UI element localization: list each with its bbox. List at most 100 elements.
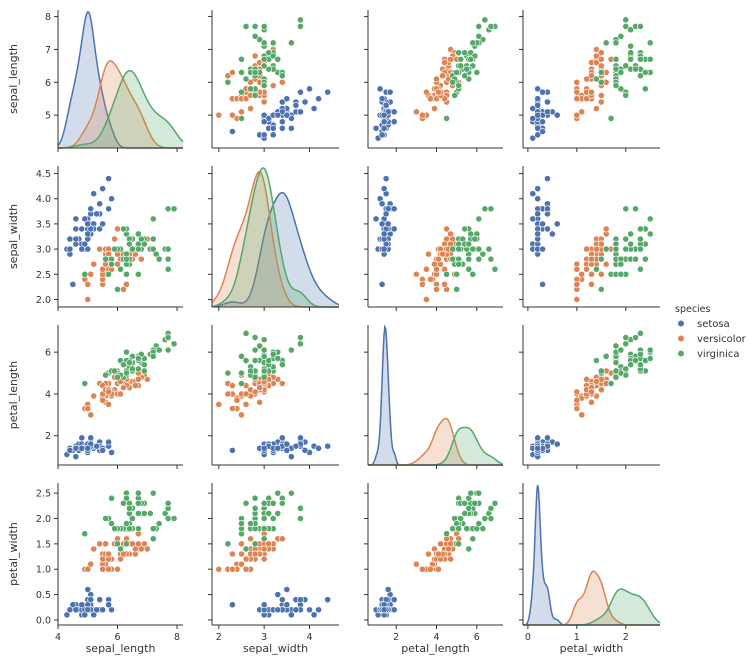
scatter-point-setosa xyxy=(78,434,86,442)
scatter-point-virginica xyxy=(622,340,630,348)
legend-marker-virginica xyxy=(677,349,685,358)
scatter-point-virginica xyxy=(481,515,489,522)
scatter-point-setosa xyxy=(84,220,92,228)
scatter-point-virginica xyxy=(164,255,172,263)
scatter-point-setosa xyxy=(306,606,313,614)
y-tick-label: 6 xyxy=(45,78,51,89)
scatter-point-setosa xyxy=(380,606,388,614)
scatter-point-virginica xyxy=(105,270,112,278)
scatter-point-virginica xyxy=(242,329,250,337)
scatter-point-virginica xyxy=(467,489,475,497)
scatter-point-setosa xyxy=(315,444,322,452)
y-tick-label: 7 xyxy=(45,45,51,56)
scatter-point-versicolor xyxy=(84,565,92,573)
scatter-point-versicolor xyxy=(433,285,440,293)
kde-fill-setosa xyxy=(58,12,183,148)
scatter-point-virginica xyxy=(278,361,286,369)
scatter-point-virginica xyxy=(637,329,644,337)
subplot-petal_width-vs-sepal_length: 4 6 8 0.0 0.5 1.0 1.5 2.0 2.5 xyxy=(36,483,183,643)
scatter-point-virginica xyxy=(260,23,268,30)
scatter-point-virginica xyxy=(274,489,282,497)
scatter-point-setosa xyxy=(529,105,537,112)
scatter-point-setosa xyxy=(380,124,388,132)
scatter-point-setosa xyxy=(278,98,286,106)
scatter-point-setosa xyxy=(87,225,95,233)
scatter-point-virginica xyxy=(637,23,644,30)
scatter-point-setosa xyxy=(63,611,71,619)
scatter-point-versicolor xyxy=(137,545,145,553)
scatter-point-virginica xyxy=(149,215,157,223)
x-axis-label: petal_length xyxy=(401,642,469,655)
kde-fill-versicolor xyxy=(212,171,339,307)
scatter-point-setosa xyxy=(534,101,542,109)
scatter-point-virginica xyxy=(646,55,654,63)
scatter-point-virginica xyxy=(251,357,259,364)
scatter-point-virginica xyxy=(617,69,625,76)
scatter-point-virginica xyxy=(479,250,487,258)
scatter-point-virginica xyxy=(114,285,121,293)
scatter-point-virginica xyxy=(622,16,630,24)
scatter-point-virginica xyxy=(641,85,649,93)
scatter-point-versicolor xyxy=(427,95,434,103)
scatter-point-virginica xyxy=(123,494,130,502)
scatter-point-virginica xyxy=(123,540,130,548)
scatter-point-virginica xyxy=(463,65,471,73)
scatter-point-virginica xyxy=(242,545,250,553)
scatter-point-virginica xyxy=(612,367,620,375)
scatter-point-virginica xyxy=(251,373,259,381)
scatter-point-virginica xyxy=(612,359,620,367)
scatter-point-versicolor xyxy=(435,565,442,573)
scatter-point-setosa xyxy=(283,601,291,609)
scatter-point-virginica xyxy=(627,240,635,248)
scatter-point-virginica xyxy=(471,235,479,243)
scatter-point-versicolor xyxy=(427,275,434,283)
scatter-point-virginica xyxy=(247,520,254,527)
scatter-point-virginica xyxy=(251,23,259,30)
scatter-point-setosa xyxy=(534,131,542,139)
scatter-point-virginica xyxy=(627,42,635,50)
scatter-point-versicolor xyxy=(215,111,223,119)
scatter-point-virginica xyxy=(455,82,463,89)
scatter-point-setosa xyxy=(72,215,80,223)
scatter-point-virginica xyxy=(251,92,259,99)
scatter-point-setosa xyxy=(108,195,115,203)
scatter-point-virginica xyxy=(455,245,463,253)
scatter-point-virginica xyxy=(491,265,499,273)
scatter-point-virginica xyxy=(251,346,259,354)
scatter-point-setosa xyxy=(66,235,74,243)
scatter-point-versicolor xyxy=(443,225,450,233)
scatter-point-versicolor xyxy=(247,535,254,543)
scatter-point-virginica xyxy=(260,515,268,522)
scatter-point-virginica xyxy=(487,23,495,30)
scatter-point-virginica xyxy=(461,499,469,507)
scatter-point-setosa xyxy=(534,95,542,103)
scatter-point-versicolor xyxy=(412,108,420,116)
scatter-point-virginica xyxy=(473,69,481,76)
scatter-point-setosa xyxy=(93,442,101,450)
y-axis-label: sepal_width xyxy=(7,204,20,269)
scatter-point-setosa xyxy=(72,225,80,233)
scatter-point-versicolor xyxy=(425,250,432,258)
scatter-point-virginica xyxy=(149,489,157,497)
scatter-point-virginica xyxy=(155,346,163,354)
scatter-point-setosa xyxy=(544,205,551,213)
scatter-point-versicolor xyxy=(588,88,595,96)
scatter-point-virginica xyxy=(123,255,130,263)
scatter-point-virginica xyxy=(475,32,483,40)
scatter-point-setosa xyxy=(99,606,107,614)
scatter-point-virginica xyxy=(126,359,133,367)
scatter-point-versicolor xyxy=(117,390,124,398)
scatter-point-virginica xyxy=(224,540,232,548)
scatter-point-versicolor xyxy=(251,52,259,60)
scatter-point-virginica xyxy=(102,255,110,263)
scatter-point-versicolor xyxy=(233,396,241,404)
scatter-point-virginica xyxy=(602,39,610,47)
scatter-point-virginica xyxy=(123,348,130,356)
scatter-point-virginica xyxy=(260,62,268,70)
scatter-point-virginica xyxy=(461,49,469,57)
scatter-point-versicolor xyxy=(102,540,110,548)
scatter-point-versicolor xyxy=(447,55,455,63)
scatter-point-setosa xyxy=(283,111,291,119)
scatter-point-virginica xyxy=(475,489,483,497)
scatter-point-versicolor xyxy=(242,555,250,563)
